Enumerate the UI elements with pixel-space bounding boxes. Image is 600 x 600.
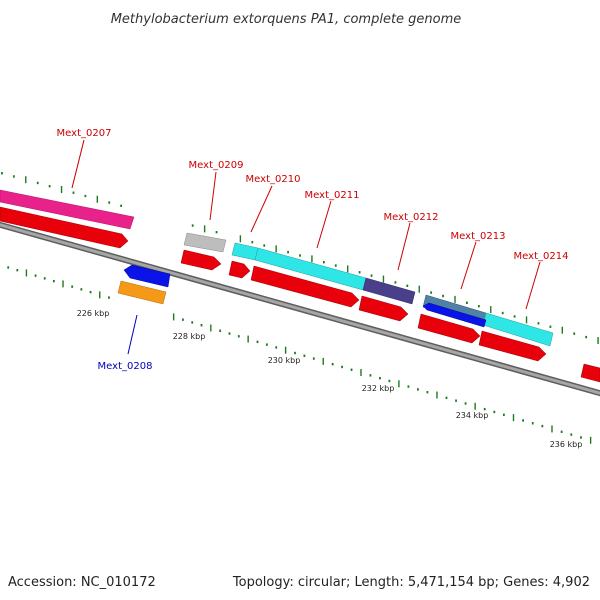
inner-tick-track [7,266,592,444]
feature-mext-0207-outer[interactable] [0,189,135,230]
gene-label-mext-0209[interactable]: Mext_0209 [189,160,244,171]
gene-label-mext-0211[interactable]: Mext_0211 [305,190,360,201]
cds-arrow-mext-0210[interactable] [228,260,251,279]
cds-arrow-mext-0211[interactable] [250,265,360,308]
feature-mext-0208-orange[interactable] [117,280,167,305]
scale-label-236: 236 kbp [550,440,583,449]
gene-label-mext-0207[interactable]: Mext_0207 [57,128,112,139]
cds-track [0,206,600,383]
cds-arrow-offscreen[interactable] [580,363,600,383]
scale-label-232: 232 kbp [362,384,395,393]
feature-mext-0213-blue[interactable] [422,302,487,328]
cds-arrow-mext-0207[interactable] [0,206,129,249]
gene-labels: Mext_0207 Mext_0208 Mext_0209 Mext_0210 … [57,128,569,372]
feature-mext-0208-blue[interactable] [123,264,171,288]
feature-mext-0210-outer[interactable] [231,242,259,261]
scale-label-230: 230 kbp [268,356,301,365]
cds-arrow-mext-0213[interactable] [417,313,481,344]
scale-label-234: 234 kbp [456,411,489,420]
scale-label-226: 226 kbp [77,309,110,318]
backbone [0,221,600,397]
gene-label-mext-0212[interactable]: Mext_0212 [384,212,439,223]
gene-label-mext-0213[interactable]: Mext_0213 [451,231,506,242]
label-leaders [71,139,541,355]
reverse-strand-track [117,264,487,328]
genome-summary-text: Topology: circular; Length: 5,471,154 bp… [232,575,590,590]
gene-label-mext-0210[interactable]: Mext_0210 [246,174,301,185]
feature-mext-0212-outer[interactable] [362,277,416,305]
map-title: Methylobacterium extorquens PA1, complet… [111,12,462,27]
gene-label-mext-0214[interactable]: Mext_0214 [514,251,569,262]
outer-tick-track [1,172,599,345]
feature-mext-0209-outer[interactable] [183,232,227,253]
gene-label-mext-0208[interactable]: Mext_0208 [98,361,153,372]
accession-text: Accession: NC_010172 [8,575,156,590]
cds-arrow-mext-0212[interactable] [358,295,409,322]
cds-arrow-mext-0209[interactable] [180,249,222,271]
scale-label-228: 228 kbp [173,332,206,341]
scale-labels: 226 kbp 228 kbp 230 kbp 232 kbp 234 kbp … [77,309,583,449]
cds-arrow-mext-0214[interactable] [478,330,547,362]
